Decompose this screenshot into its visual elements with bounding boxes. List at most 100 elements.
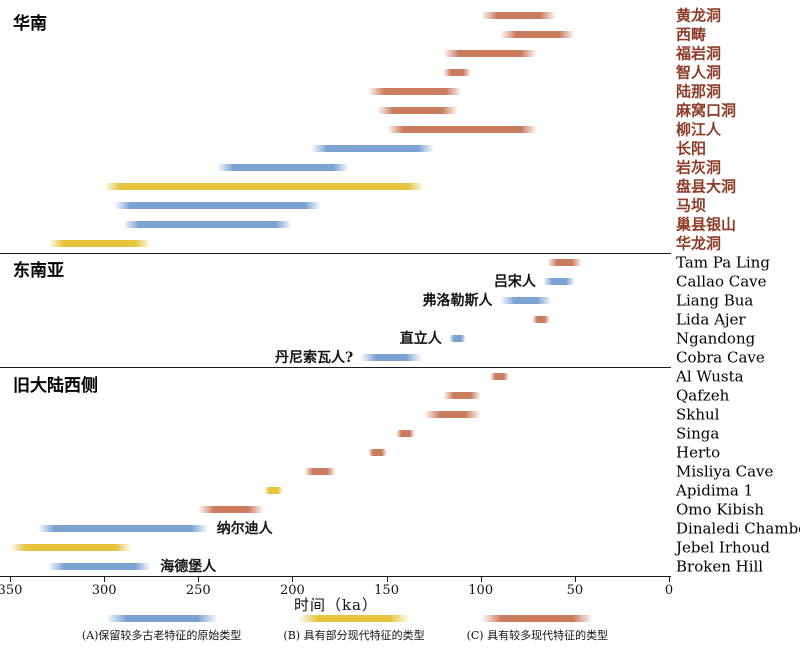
range-bar-type-C: [531, 316, 551, 323]
legend: (A)保留较多古老特征的原始类型 (B) 具有部分现代特征的类型 (C) 具有较…: [0, 615, 690, 643]
site-label: 盘县大洞: [676, 177, 737, 195]
site-label: Herto: [676, 443, 721, 461]
axis-tick-label: 250: [185, 583, 211, 598]
legend-item-archaic: (A)保留较多古老特征的原始类型: [81, 615, 242, 643]
legend-swatch-modern: [481, 615, 594, 622]
range-bar-type-A: [542, 278, 575, 285]
range-bar-type-B: [47, 240, 152, 247]
axis-tick: [386, 577, 388, 582]
site-label: 陆那洞: [676, 82, 722, 100]
x-axis-line: [0, 576, 671, 577]
axis-tick-label: 150: [374, 583, 399, 598]
site-label: 柳江人: [676, 120, 722, 138]
range-bar-type-A: [311, 145, 434, 152]
range-bar-type-C: [377, 107, 459, 114]
site-label: Tam Pa Ling: [676, 253, 770, 271]
range-bar-type-A: [113, 202, 321, 209]
site-label: Apidima 1: [676, 481, 754, 499]
site-label: Ngandong: [676, 329, 756, 347]
section-divider: [0, 253, 671, 254]
legend-label-modern: (C) 具有较多现代特征的类型: [466, 629, 609, 642]
range-bar-type-A: [217, 164, 349, 171]
range-bar-type-C: [443, 69, 472, 76]
site-label: Al Wusta: [676, 367, 744, 385]
plot-area: 华南 东南亚 旧大陆西侧 吕宋人 弗洛勒斯人 直立人 丹尼索瓦人? 纳尔迪人 海德堡人 35…: [0, 12, 673, 598]
species-annotation: 纳尔迪人: [216, 520, 273, 537]
species-annotation: 吕宋人: [493, 273, 536, 290]
range-bar-type-B: [10, 544, 133, 551]
species-annotation: 海德堡人: [160, 558, 217, 575]
site-label: Jebel Irhoud: [676, 538, 770, 556]
section-divider: [0, 367, 671, 368]
site-label: Omo Kibish: [676, 500, 765, 518]
section-label-southeast-asia: 东南亚: [13, 261, 64, 281]
site-label: 长阳: [676, 139, 707, 157]
legend-item-modern: (C) 具有较多现代特征的类型: [466, 615, 609, 643]
range-bar-type-C: [490, 373, 509, 380]
site-label: Callao Cave: [676, 272, 767, 290]
legend-label-archaic: (A)保留较多古老特征的原始类型: [81, 629, 242, 642]
site-label: Liang Bua: [676, 291, 754, 309]
site-labels-column: 黄龙洞 西畴 福岩洞 智人洞 陆那洞 麻窝口洞 柳江人 长阳 岩灰洞 盘县大洞 马坝 巢县银山 华龙洞 T…: [676, 6, 800, 575]
range-bar-type-C: [480, 12, 557, 19]
site-label: Singa: [676, 424, 720, 442]
range-bar-type-C: [424, 411, 481, 418]
axis-tick: [669, 577, 670, 582]
axis-tick-label: 350: [0, 583, 23, 598]
axis-tick: [480, 577, 482, 582]
range-bar-type-A: [122, 221, 293, 228]
site-label: Lida Ajer: [676, 310, 746, 328]
axis-tick: [10, 577, 11, 582]
site-label: 黄龙洞: [676, 6, 722, 24]
site-label: 岩灰洞: [676, 158, 722, 176]
x-axis-title: 时间（ka）: [293, 596, 379, 614]
site-label: 华龙洞: [676, 234, 722, 252]
range-bar-type-A: [448, 335, 466, 342]
range-bar-type-A: [47, 563, 152, 570]
axis-tick-label: 50: [566, 583, 584, 598]
axis-tick-label: 0: [664, 583, 674, 598]
site-label: Skhul: [676, 405, 720, 423]
site-label: 福岩洞: [676, 44, 722, 62]
legend-item-partial-modern: (B) 具有部分现代特征的类型: [283, 615, 425, 643]
site-label: 智人洞: [676, 63, 722, 81]
axis-tick-label: 100: [468, 583, 494, 598]
axis-tick: [292, 577, 294, 582]
range-bar-type-C: [198, 506, 265, 513]
range-bar-type-A: [360, 354, 423, 361]
site-label: 西畴: [676, 25, 707, 43]
legend-label-partial-modern: (B) 具有部分现代特征的类型: [283, 629, 425, 642]
species-annotation: 弗洛勒斯人: [422, 292, 493, 309]
range-bar-type-C: [367, 88, 462, 95]
axis-tick-label: 300: [91, 583, 117, 598]
site-label: 巢县银山: [676, 215, 737, 233]
range-bar-type-A: [499, 297, 553, 304]
legend-swatch-partial-modern: [298, 615, 410, 622]
axis-tick-label: 200: [280, 583, 305, 598]
range-bar-type-C: [303, 468, 336, 475]
site-label: Misliya Cave: [676, 462, 774, 480]
axis-tick: [104, 577, 106, 582]
section-label-western-old-world: 旧大陆西侧: [13, 376, 98, 396]
range-bar-type-B: [104, 183, 425, 190]
range-bar-type-C: [386, 126, 538, 133]
range-bar-type-C: [499, 31, 575, 38]
species-annotation: 直立人: [399, 330, 442, 347]
site-label: Broken Hill: [676, 557, 764, 575]
site-label: Qafzeh: [676, 386, 730, 404]
legend-swatch-archaic: [105, 615, 218, 622]
range-bar-type-B: [264, 487, 283, 494]
site-label: Cobra Cave: [676, 348, 765, 366]
range-bar-type-A: [38, 525, 208, 532]
range-bar-type-C: [546, 259, 583, 266]
site-label: 麻窝口洞: [676, 101, 737, 119]
section-label-south-china: 华南: [13, 14, 47, 34]
range-bar-type-C: [395, 430, 415, 437]
site-label: Dinaledi Chamber: [676, 519, 800, 537]
axis-tick: [198, 577, 200, 582]
range-bar-type-C: [443, 50, 538, 57]
axis-tick: [574, 577, 576, 582]
range-bar-type-C: [443, 392, 481, 399]
range-bar-type-C: [367, 449, 387, 456]
